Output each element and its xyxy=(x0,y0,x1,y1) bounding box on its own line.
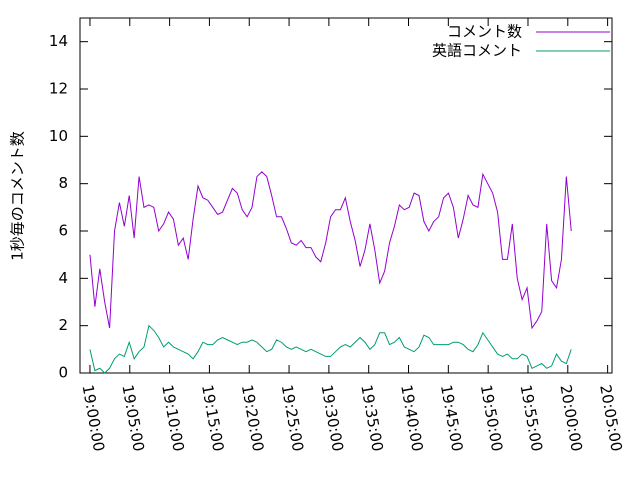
x-tick-label: 19:20:00 xyxy=(238,383,267,452)
x-tick-label: 19:45:00 xyxy=(437,383,466,452)
series-line xyxy=(89,324,572,374)
y-tick-label: 10 xyxy=(49,127,68,145)
y-tick-label: 12 xyxy=(49,80,68,98)
x-tick-label: 19:05:00 xyxy=(118,383,147,452)
legend-label: 英語コメント xyxy=(432,42,522,60)
x-tick-label: 19:10:00 xyxy=(158,383,187,452)
x-tick-label: 20:00:00 xyxy=(556,383,585,452)
x-tick-label: 19:30:00 xyxy=(318,383,347,452)
x-tick-label: 19:40:00 xyxy=(397,383,426,452)
x-tick-label: 19:50:00 xyxy=(477,383,506,452)
y-tick-label: 2 xyxy=(58,316,68,334)
plot-border xyxy=(79,17,613,374)
y-tick-label: 0 xyxy=(58,364,68,382)
x-tick-label: 20:05:00 xyxy=(596,383,625,452)
x-tick-label: 19:25:00 xyxy=(278,383,307,452)
x-tick-label: 19:00:00 xyxy=(79,383,108,452)
y-tick-label: 4 xyxy=(58,269,68,287)
series-line xyxy=(89,171,572,330)
x-tick-label: 19:55:00 xyxy=(517,383,546,452)
y-axis-label: 1秒毎のコメント数 xyxy=(9,131,27,261)
x-tick-label: 19:35:00 xyxy=(357,383,386,452)
x-tick-label: 19:15:00 xyxy=(198,383,227,452)
y-tick-label: 6 xyxy=(58,222,68,240)
y-tick-label: 8 xyxy=(58,174,68,192)
legend-label: コメント数 xyxy=(447,23,522,41)
y-tick-label: 14 xyxy=(49,32,68,50)
